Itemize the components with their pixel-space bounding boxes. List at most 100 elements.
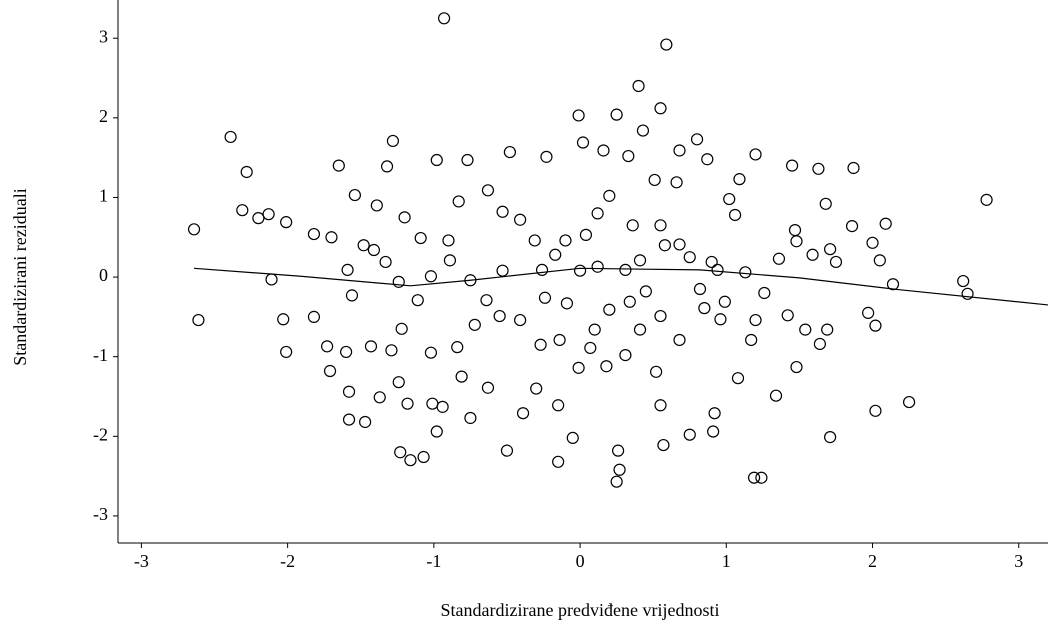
point bbox=[739, 266, 752, 279]
point bbox=[632, 79, 645, 93]
point bbox=[749, 148, 762, 161]
point bbox=[957, 274, 970, 288]
point bbox=[385, 344, 398, 357]
point bbox=[367, 243, 380, 257]
point bbox=[731, 372, 745, 385]
point bbox=[718, 295, 731, 308]
point bbox=[806, 248, 819, 261]
point bbox=[862, 306, 875, 320]
point bbox=[869, 404, 882, 417]
point bbox=[342, 385, 356, 398]
point bbox=[819, 197, 832, 210]
point bbox=[683, 251, 696, 264]
point bbox=[236, 204, 249, 217]
point bbox=[610, 108, 623, 121]
point bbox=[902, 395, 916, 409]
point bbox=[496, 264, 509, 277]
y-tick-label: -1 bbox=[93, 345, 108, 365]
point bbox=[452, 195, 465, 208]
point bbox=[398, 211, 411, 224]
point bbox=[619, 263, 632, 277]
point bbox=[461, 153, 474, 167]
point bbox=[733, 173, 746, 186]
y-tick-label: -3 bbox=[93, 504, 108, 524]
point bbox=[690, 133, 704, 146]
point bbox=[698, 302, 711, 315]
point bbox=[572, 361, 585, 374]
point bbox=[503, 145, 516, 159]
point bbox=[869, 319, 882, 332]
point bbox=[443, 254, 457, 267]
point bbox=[626, 219, 639, 232]
point bbox=[430, 425, 443, 438]
point bbox=[566, 431, 579, 445]
point bbox=[812, 162, 825, 175]
point bbox=[728, 208, 742, 222]
point bbox=[673, 144, 686, 157]
point bbox=[714, 313, 727, 326]
point bbox=[552, 399, 565, 412]
point bbox=[323, 364, 337, 378]
point bbox=[636, 124, 650, 137]
point bbox=[493, 309, 506, 323]
point bbox=[341, 263, 354, 277]
point bbox=[280, 345, 293, 359]
point bbox=[591, 260, 604, 273]
point bbox=[552, 455, 565, 468]
point bbox=[824, 243, 837, 256]
point bbox=[348, 188, 361, 202]
point bbox=[591, 207, 604, 220]
y-tick-label: 1 bbox=[99, 186, 108, 206]
point bbox=[262, 208, 275, 221]
point bbox=[600, 360, 613, 373]
point bbox=[496, 205, 509, 218]
point bbox=[613, 463, 626, 476]
point bbox=[873, 254, 886, 267]
point bbox=[788, 223, 802, 237]
x-tick-label: -1 bbox=[426, 551, 441, 571]
point bbox=[670, 176, 683, 189]
point bbox=[224, 130, 237, 144]
point bbox=[468, 318, 481, 331]
point bbox=[187, 223, 201, 236]
point bbox=[240, 165, 253, 179]
point bbox=[392, 275, 405, 288]
x-tick-label: 3 bbox=[1014, 551, 1023, 571]
point bbox=[357, 239, 370, 252]
point bbox=[588, 323, 601, 336]
point bbox=[623, 295, 636, 308]
point bbox=[633, 254, 647, 267]
point bbox=[619, 348, 632, 362]
point bbox=[660, 38, 673, 51]
point bbox=[683, 428, 696, 441]
point bbox=[442, 234, 455, 247]
point bbox=[799, 323, 812, 336]
point bbox=[540, 150, 553, 163]
point bbox=[345, 289, 359, 302]
point bbox=[500, 444, 514, 457]
point bbox=[707, 425, 720, 438]
point bbox=[747, 471, 761, 484]
point bbox=[404, 454, 417, 467]
point bbox=[395, 322, 408, 335]
point bbox=[553, 333, 566, 347]
point bbox=[622, 149, 635, 163]
point bbox=[380, 160, 394, 173]
point bbox=[359, 415, 372, 429]
point bbox=[192, 313, 205, 327]
point bbox=[790, 360, 803, 374]
point bbox=[342, 413, 356, 426]
point bbox=[480, 294, 493, 307]
point bbox=[633, 323, 647, 336]
point bbox=[845, 220, 859, 233]
x-tick-label: 0 bbox=[576, 551, 585, 571]
point bbox=[886, 278, 900, 291]
fit-line bbox=[193, 267, 1048, 306]
point bbox=[786, 159, 799, 172]
point bbox=[321, 340, 334, 353]
point bbox=[603, 189, 616, 202]
point bbox=[392, 376, 405, 389]
x-tick-label: 2 bbox=[868, 551, 877, 571]
point bbox=[821, 323, 834, 336]
